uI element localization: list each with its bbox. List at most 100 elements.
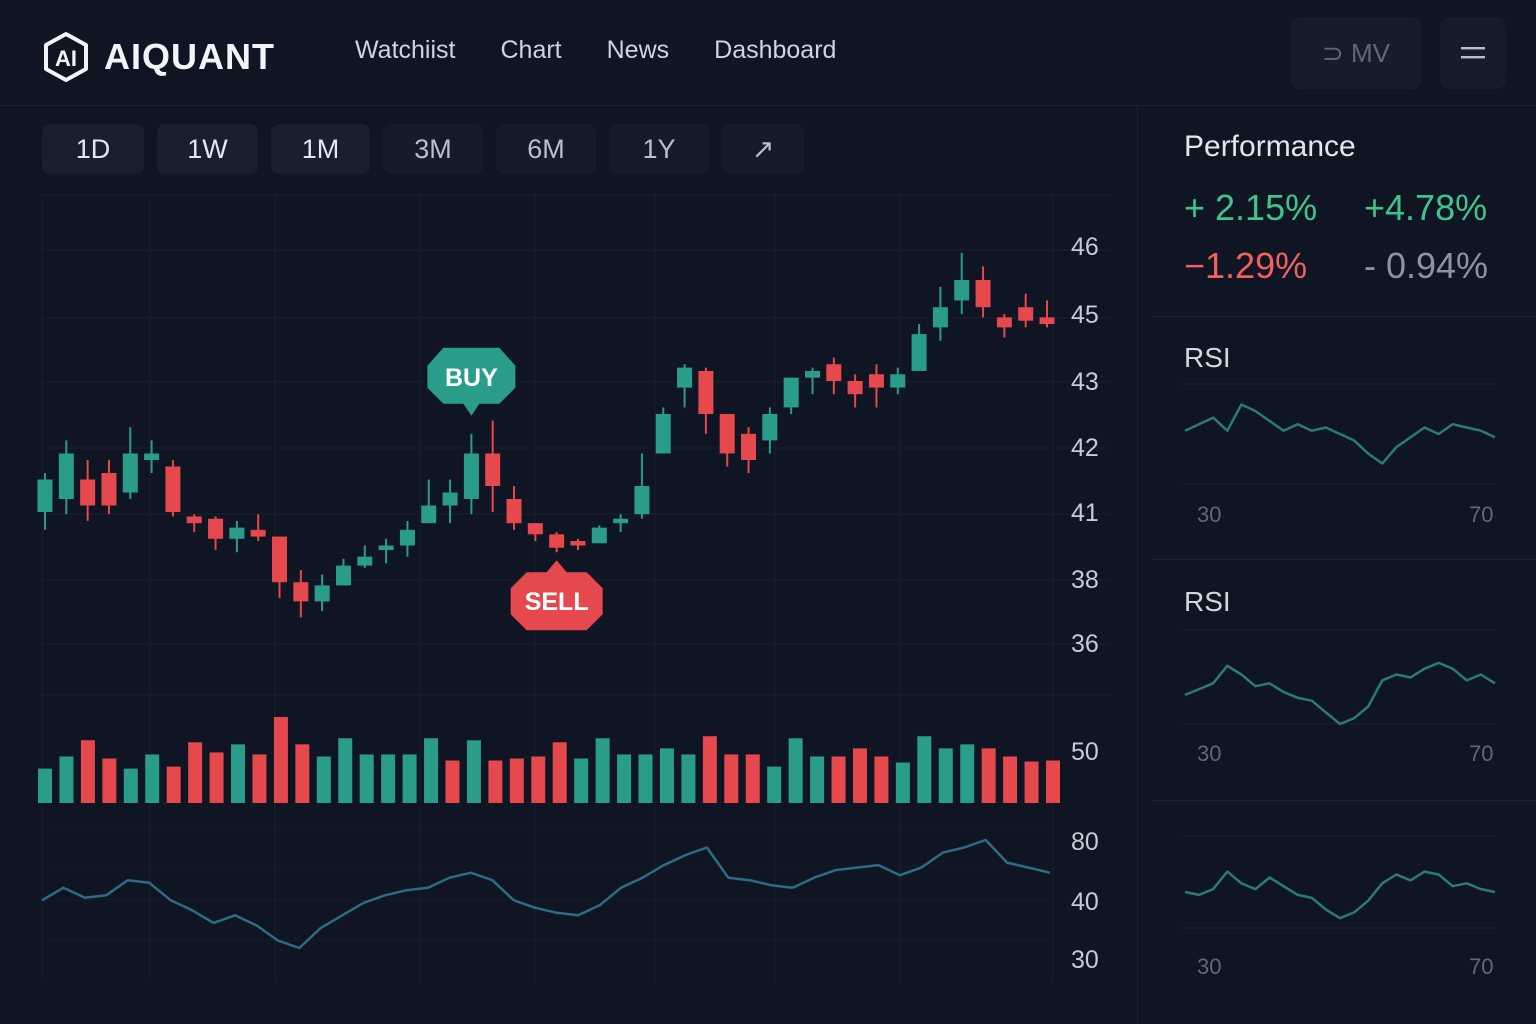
candle-body bbox=[293, 582, 309, 602]
candle-body bbox=[655, 414, 671, 454]
rsi-panel-1[interactable]: 30 70 bbox=[1182, 383, 1496, 527]
rsi-min-label: 30 bbox=[1197, 954, 1221, 979]
brand-name: AIQUANT bbox=[104, 36, 275, 77]
nav-news[interactable]: News bbox=[606, 36, 670, 64]
candle-body bbox=[335, 565, 351, 586]
candle-body bbox=[890, 374, 906, 388]
volume-bar bbox=[767, 766, 782, 803]
performance-value-3: −1.29% bbox=[1184, 245, 1308, 286]
price-axis: 46 45 43 42 41 38 36 bbox=[1071, 233, 1099, 658]
timeframe-1w[interactable]: 1W bbox=[157, 124, 258, 174]
volume-bar bbox=[38, 768, 52, 803]
nav-chart[interactable]: Chart bbox=[500, 36, 562, 64]
rsi-min-label: 30 bbox=[1197, 741, 1221, 766]
expand-chart-button[interactable]: ↗ bbox=[722, 124, 804, 174]
volume-bar bbox=[617, 754, 632, 803]
main-nav: Watchiist Chart News Dashboard bbox=[355, 36, 881, 65]
volume-bar bbox=[209, 752, 224, 803]
candle-body bbox=[144, 453, 160, 460]
divider bbox=[1152, 800, 1536, 801]
candle-body bbox=[741, 433, 757, 460]
performance-title: Performance bbox=[1184, 130, 1356, 163]
nav-watchlist[interactable]: Watchiist bbox=[355, 36, 456, 64]
volume-bar bbox=[295, 744, 310, 803]
candle-body bbox=[186, 516, 202, 524]
candle-body bbox=[37, 479, 53, 512]
price-tick-label: 36 bbox=[1071, 630, 1099, 658]
volume-bar bbox=[359, 754, 374, 803]
candle-body bbox=[80, 479, 96, 506]
candle-body bbox=[954, 280, 970, 301]
rsi-panel-2[interactable]: 30 70 bbox=[1182, 629, 1496, 766]
volume-bar bbox=[488, 760, 503, 803]
rsi-max-label: 70 bbox=[1469, 502, 1493, 527]
performance-value-4: - 0.94% bbox=[1364, 245, 1489, 286]
oscillator-line bbox=[41, 838, 1051, 950]
rsi-panel-1-title: RSI bbox=[1184, 342, 1231, 373]
volume-bar bbox=[831, 756, 846, 803]
candle-body bbox=[58, 453, 74, 499]
timeframe-6m[interactable]: 6M bbox=[496, 124, 596, 174]
oscillator-tick-label: 40 bbox=[1071, 888, 1099, 916]
menu-button[interactable] bbox=[1440, 17, 1506, 89]
candle-body bbox=[272, 536, 288, 583]
rsi-line bbox=[1184, 403, 1496, 465]
volume-bar bbox=[102, 758, 117, 803]
sell-signal-marker: SELL bbox=[510, 560, 603, 631]
volume-bar bbox=[509, 758, 524, 803]
candle-body bbox=[378, 545, 394, 550]
timeframe-bar: 1D 1W 1M 3M 6M 1Y ↗ bbox=[42, 124, 817, 174]
oscillator-tick-label: 80 bbox=[1071, 828, 1099, 856]
candle-body bbox=[911, 334, 927, 371]
volume-bar bbox=[938, 748, 953, 803]
rsi-panel-3[interactable]: 30 70 bbox=[1182, 835, 1496, 979]
timeframe-1y[interactable]: 1Y bbox=[609, 124, 709, 174]
rsi-max-label: 70 bbox=[1469, 741, 1493, 766]
rsi-panel-2-title: RSI bbox=[1184, 586, 1231, 617]
signal-annotations: BUY SELL bbox=[427, 347, 603, 631]
price-tick-label: 42 bbox=[1071, 434, 1099, 462]
brand-logo[interactable]: AI AIQUANT bbox=[40, 32, 275, 82]
timeframe-1d[interactable]: 1D bbox=[42, 124, 144, 174]
candle-body bbox=[399, 529, 415, 546]
candle-body bbox=[165, 466, 181, 512]
candle-body bbox=[613, 518, 629, 524]
candle-body bbox=[229, 527, 245, 539]
candle-body bbox=[1018, 307, 1034, 321]
volume-bar bbox=[724, 754, 739, 803]
main-chart[interactable]: 46 45 43 42 41 38 36 BUY SELL 50 80 40 30 bbox=[0, 0, 1136, 1024]
volume-bar bbox=[595, 738, 610, 803]
volume-bar bbox=[466, 740, 481, 803]
volume-bar bbox=[574, 758, 589, 803]
performance-value-2: +4.78% bbox=[1364, 187, 1488, 228]
volume-bars bbox=[38, 717, 1060, 803]
volume-bar bbox=[381, 754, 396, 803]
volume-bar bbox=[788, 738, 803, 803]
volume-bar bbox=[552, 742, 567, 803]
sell-marker-label: SELL bbox=[525, 588, 589, 616]
candle-body bbox=[527, 523, 543, 535]
volume-bar bbox=[273, 717, 288, 803]
volume-bar bbox=[145, 754, 160, 803]
candle-body bbox=[101, 473, 117, 506]
candle-body bbox=[932, 307, 948, 328]
candle-body bbox=[826, 364, 842, 381]
sell-marker-shape bbox=[510, 560, 603, 631]
volume-bar bbox=[338, 738, 353, 803]
volume-bar bbox=[531, 756, 546, 803]
candle-body bbox=[485, 453, 501, 486]
nav-dashboard[interactable]: Dashboard bbox=[714, 36, 837, 64]
mv-button[interactable]: ⊃ MV bbox=[1290, 17, 1422, 89]
timeframe-3m[interactable]: 3M bbox=[383, 124, 483, 174]
candle-body bbox=[719, 414, 735, 454]
volume-bar bbox=[59, 756, 74, 803]
price-tick-label: 41 bbox=[1071, 499, 1099, 527]
volume-bar bbox=[1003, 756, 1018, 803]
price-tick-label: 38 bbox=[1071, 566, 1099, 594]
volume-bar bbox=[681, 754, 696, 803]
price-tick-label: 45 bbox=[1071, 301, 1099, 329]
rsi-max-label: 70 bbox=[1469, 954, 1493, 979]
candle-body bbox=[506, 499, 522, 524]
candle-body bbox=[698, 370, 714, 414]
timeframe-1m[interactable]: 1M bbox=[271, 124, 370, 174]
